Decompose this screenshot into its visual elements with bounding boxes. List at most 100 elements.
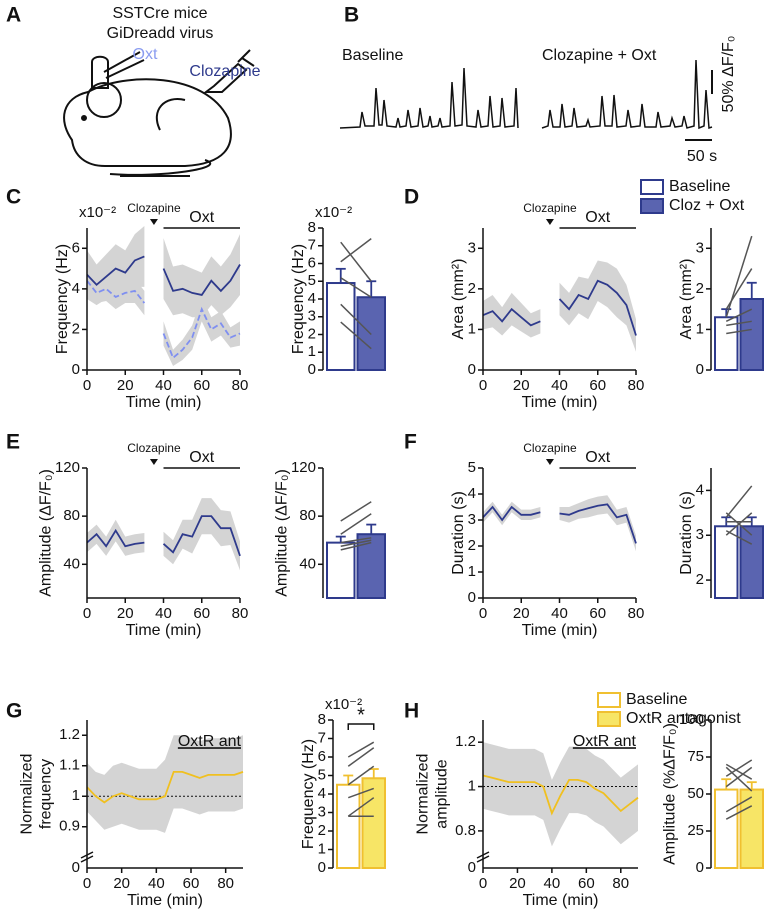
period-label: Oxt	[585, 449, 610, 466]
x-tick-label: 80	[628, 605, 645, 622]
bar	[356, 533, 386, 599]
x-tick-label: 20	[117, 605, 134, 622]
y-axis-label: Frequency (Hz)	[54, 244, 71, 354]
y-tick-label: 4	[308, 290, 316, 307]
x-tick-label: 40	[551, 377, 568, 394]
period-label: Oxt	[189, 449, 214, 466]
x-tick-label: 20	[509, 875, 526, 892]
y-tick-label: 1	[696, 320, 704, 337]
y-tick-label: 4	[468, 485, 476, 502]
axis-break	[476, 855, 490, 863]
bar	[356, 296, 386, 372]
y-tick-label: 1	[308, 343, 316, 360]
series-line	[86, 515, 241, 557]
x-axis-label: Time (min)	[522, 622, 598, 639]
oxt-label: Oxt	[133, 46, 158, 63]
legend-label: Baseline	[626, 691, 687, 708]
y-axis-label: frequency	[37, 759, 54, 829]
series-line	[482, 279, 637, 336]
y-axis-label: Frequency (Hz)	[300, 739, 317, 849]
error-band	[483, 501, 541, 526]
x-tick-label: 60	[589, 605, 606, 622]
y-tick-label: 40	[299, 555, 316, 572]
error-band	[163, 234, 240, 318]
y-tick-label: 2	[318, 822, 326, 839]
paired-line	[340, 539, 372, 547]
y-tick-label: 0	[318, 859, 326, 876]
paired-line	[725, 766, 753, 788]
y-tick-label: 1.2	[455, 733, 476, 750]
y-tick-label: 4	[318, 785, 326, 802]
x-tick-label: 20	[513, 377, 530, 394]
y-tick-label: 6	[72, 239, 80, 256]
panel-label: H	[404, 700, 419, 723]
x-tick-label: 0	[83, 875, 91, 892]
y-tick-label: 100	[679, 711, 704, 728]
diagram-text: GiDreadd virus	[107, 25, 214, 42]
y-tick-label: 0	[696, 361, 704, 378]
legend-label: Baseline	[669, 178, 730, 195]
paired-line	[340, 501, 372, 522]
paired-line	[725, 766, 753, 792]
y-tick-label: 1	[72, 787, 80, 804]
scale-label: 50 s	[687, 148, 717, 165]
paired-line	[726, 328, 752, 335]
y-tick-label: 2	[696, 571, 704, 588]
y-axis-label: Frequency (Hz)	[290, 244, 307, 354]
y-tick-label: 0	[72, 859, 80, 876]
paired-line	[725, 485, 753, 518]
axis-multiplier: x10⁻²	[315, 204, 352, 221]
y-tick-label: 3	[696, 239, 704, 256]
axis-multiplier: x10⁻²	[325, 696, 362, 713]
significance-label: *	[357, 704, 365, 726]
error-band	[87, 519, 145, 556]
y-tick-label: 3	[468, 511, 476, 528]
y-tick-label: 6	[318, 748, 326, 765]
error-band	[559, 495, 636, 552]
paired-line	[340, 277, 372, 298]
mouse-ear-inner	[155, 98, 186, 131]
y-tick-label: 3	[308, 308, 316, 325]
x-tick-label: 60	[183, 875, 200, 892]
y-tick-label: 0	[308, 361, 316, 378]
y-tick-label: 0	[72, 361, 80, 378]
bar	[714, 788, 739, 869]
paired-line	[347, 787, 375, 799]
baseline-trace	[339, 67, 519, 129]
x-tick-label: 60	[589, 377, 606, 394]
paired-line	[725, 805, 753, 820]
x-tick-label: 80	[628, 377, 645, 394]
series-line	[86, 255, 241, 296]
y-tick-label: 2	[72, 320, 80, 337]
x-axis-label: Time (min)	[522, 394, 598, 411]
y-tick-label: 0	[468, 361, 476, 378]
x-tick-label: 80	[217, 875, 234, 892]
y-axis-label: Duration (s)	[450, 491, 467, 575]
y-axis-label: Normalized	[414, 754, 431, 835]
paired-line	[725, 796, 753, 813]
paired-line	[725, 268, 753, 310]
y-tick-label: 5	[318, 766, 326, 783]
y-tick-label: 3	[696, 526, 704, 543]
paired-line	[725, 512, 753, 536]
y-axis-label: Amplitude (ΔF/F₀)	[37, 469, 54, 597]
legend-swatch	[597, 692, 621, 708]
error-band	[559, 260, 636, 352]
y-tick-label: 0	[468, 589, 476, 606]
mouse-body	[63, 78, 232, 167]
syringe	[203, 49, 255, 93]
mouse-tail	[109, 159, 212, 177]
y-axis-label: Duration (s)	[678, 491, 695, 575]
bar	[326, 541, 356, 600]
x-tick-label: 80	[232, 377, 249, 394]
drug-marker	[545, 219, 554, 225]
paired-line	[340, 321, 372, 350]
y-tick-label: 2	[468, 280, 476, 297]
paired-line	[726, 320, 752, 327]
y-tick-label: 120	[55, 459, 80, 476]
series-line	[482, 503, 637, 544]
mouse-ear	[86, 82, 122, 118]
paired-line	[340, 541, 372, 551]
marker-label: Clozapine	[127, 441, 181, 455]
